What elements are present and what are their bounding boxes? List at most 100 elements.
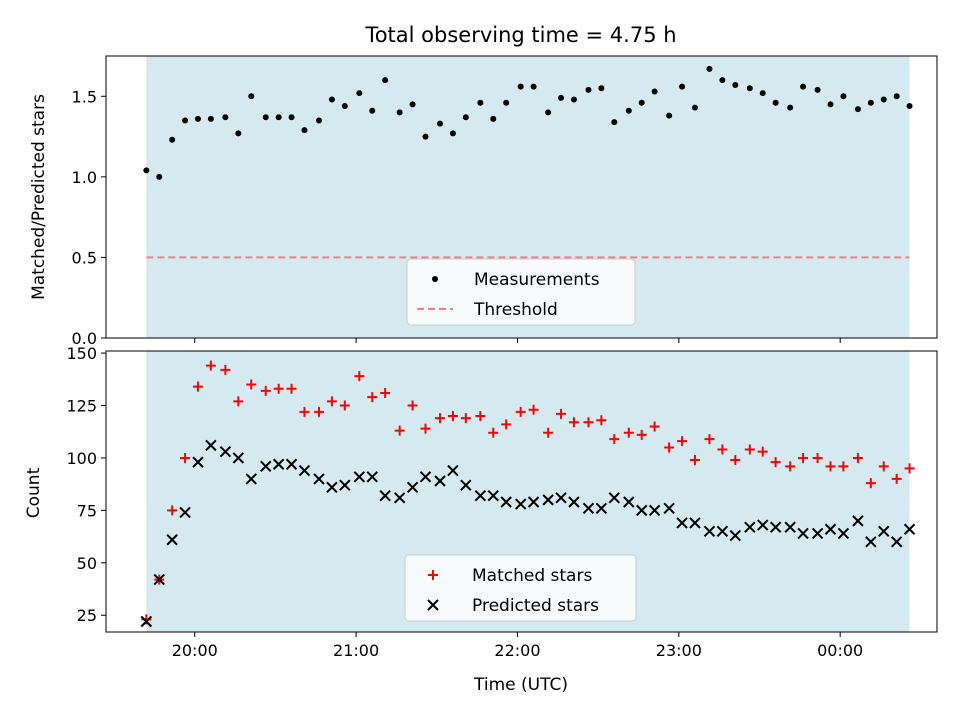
y-tick-label: 0.0 bbox=[72, 329, 97, 348]
axes-frame bbox=[105, 55, 938, 339]
measurement-point bbox=[462, 114, 469, 121]
predicted-star-point bbox=[353, 471, 366, 483]
measurement-point bbox=[772, 99, 779, 106]
predicted-star-point bbox=[527, 496, 540, 508]
measurement-point bbox=[691, 104, 698, 111]
predicted-star-point bbox=[729, 529, 742, 542]
top-y-axis-label: Matched/Predicted stars bbox=[29, 94, 49, 300]
matched-star-point bbox=[730, 455, 741, 466]
matched-star-point bbox=[354, 371, 365, 382]
measurement-point bbox=[854, 106, 861, 113]
predicted-star-point bbox=[689, 517, 701, 529]
legend-marker bbox=[427, 599, 439, 611]
matched-star-point bbox=[757, 446, 768, 457]
matched-star-point bbox=[677, 436, 688, 447]
matched-star-point bbox=[596, 415, 607, 426]
matched-star-point bbox=[501, 419, 512, 430]
measurement-point bbox=[409, 101, 416, 108]
predicted-star-point bbox=[500, 496, 512, 508]
predicted-star-point bbox=[676, 517, 688, 529]
measurement-point bbox=[840, 93, 847, 100]
measurement-point bbox=[315, 117, 322, 124]
measurement-point bbox=[328, 96, 335, 103]
predicted-star-point bbox=[447, 464, 459, 477]
predicted-star-point bbox=[260, 460, 272, 473]
matched-star-point bbox=[568, 417, 579, 428]
predicted-star-point bbox=[339, 479, 351, 491]
predicted-star-point bbox=[219, 445, 232, 458]
measurement-point bbox=[598, 85, 605, 92]
matched-star-point bbox=[636, 429, 647, 440]
predicted-star-point bbox=[232, 452, 245, 464]
y-tick-label: 1.0 bbox=[72, 168, 97, 187]
predicted-star-point bbox=[192, 456, 204, 468]
measurement-point bbox=[530, 83, 537, 90]
measurement-point bbox=[517, 83, 524, 90]
axes-frame bbox=[105, 350, 938, 633]
measurement-point bbox=[827, 101, 834, 108]
measurement-point bbox=[194, 115, 201, 122]
matched-star-point bbox=[299, 406, 310, 417]
predicted-star-point bbox=[852, 515, 864, 527]
predicted-star-point bbox=[703, 525, 716, 538]
x-tick-label: 21:00 bbox=[333, 641, 379, 660]
matched-star-point bbox=[273, 383, 284, 394]
predicted-star-point bbox=[313, 473, 325, 485]
measurement-point bbox=[301, 127, 308, 134]
chart-title: Total observing time = 4.75 h bbox=[364, 23, 676, 47]
matched-star-point bbox=[205, 360, 216, 371]
measurement-point bbox=[732, 82, 739, 89]
x-axis-label: Time (UTC) bbox=[473, 675, 568, 695]
matched-star-point bbox=[904, 463, 915, 474]
ratio-panel: 0.0 0.5 1.0 1.5 Measurements Threshold bbox=[72, 55, 938, 348]
measurement-point bbox=[356, 90, 363, 97]
legend-label: Predicted stars bbox=[472, 596, 599, 616]
matched-star-point bbox=[260, 385, 271, 396]
predicted-star-point bbox=[824, 523, 837, 535]
matched-star-point bbox=[865, 478, 876, 489]
y-tick-label: 125 bbox=[66, 397, 97, 416]
legend-marker bbox=[428, 570, 438, 580]
predicted-star-point bbox=[663, 502, 675, 514]
predicted-star-point bbox=[298, 464, 311, 477]
matched-star-point bbox=[717, 444, 728, 455]
predicted-star-point bbox=[285, 458, 298, 470]
measurement-point bbox=[814, 86, 821, 93]
matched-star-point bbox=[744, 444, 755, 455]
matched-star-point bbox=[543, 427, 554, 438]
predicted-star-point bbox=[419, 471, 432, 483]
measurement-point bbox=[759, 90, 766, 97]
matched-star-point bbox=[825, 461, 836, 472]
legend-label: Measurements bbox=[474, 270, 600, 290]
predicted-star-point bbox=[542, 494, 554, 506]
legend-box bbox=[404, 554, 637, 622]
predicted-star-point bbox=[757, 519, 769, 531]
measurement-point bbox=[396, 109, 403, 116]
matched-star-point bbox=[649, 421, 660, 432]
matched-star-point bbox=[798, 452, 809, 463]
matched-star-point bbox=[192, 381, 203, 392]
series-predicted-stars bbox=[140, 439, 916, 628]
series-matched-stars bbox=[141, 360, 915, 625]
matched-star-point bbox=[167, 505, 178, 516]
matched-star-point bbox=[623, 427, 634, 438]
matched-star-point bbox=[394, 425, 405, 436]
matched-star-point bbox=[812, 452, 823, 463]
matched-star-point bbox=[609, 434, 620, 445]
x-tick-label: 22:00 bbox=[494, 641, 540, 660]
predicted-star-point bbox=[140, 615, 153, 628]
predicted-star-point bbox=[716, 525, 729, 538]
y-tick-label: 1.5 bbox=[72, 87, 97, 106]
x-tick-label: 23:00 bbox=[656, 641, 702, 660]
measurement-point bbox=[288, 114, 295, 121]
matched-star-point bbox=[689, 455, 700, 466]
measurement-point bbox=[611, 119, 618, 126]
matched-star-point bbox=[664, 442, 675, 453]
measurement-point bbox=[679, 83, 686, 90]
matched-star-point bbox=[838, 461, 849, 472]
measurement-point bbox=[248, 93, 255, 100]
matched-star-point bbox=[447, 411, 458, 422]
matched-star-point bbox=[180, 452, 191, 463]
x-tick-label: 00:00 bbox=[817, 641, 863, 660]
predicted-star-point bbox=[460, 479, 472, 491]
